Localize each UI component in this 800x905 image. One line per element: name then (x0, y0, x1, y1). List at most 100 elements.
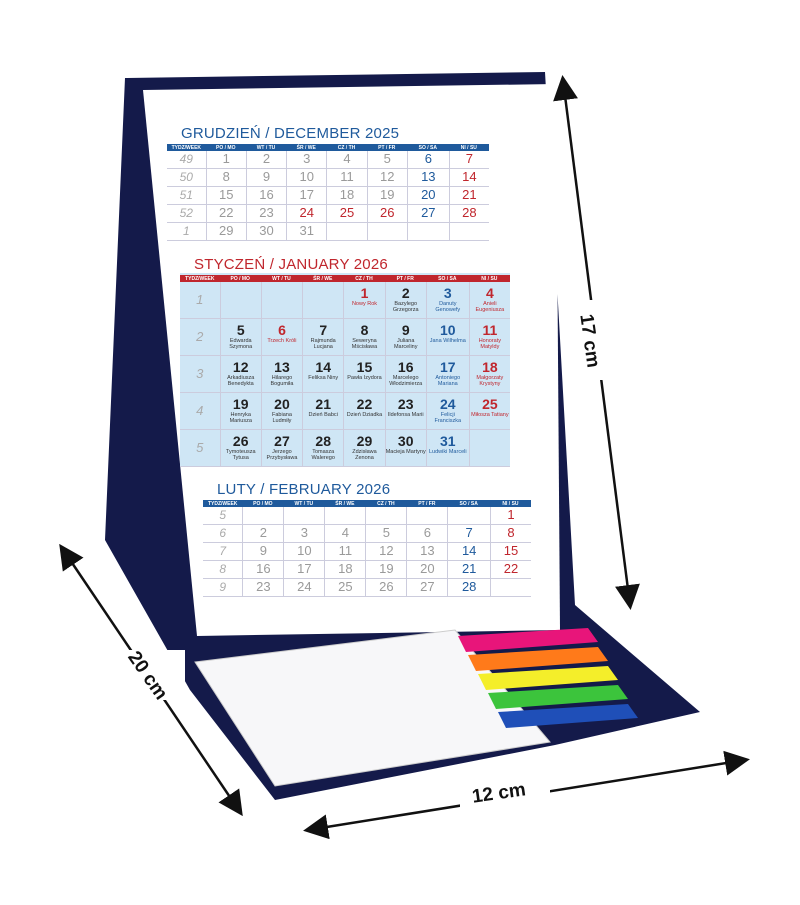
name-day: Hilarego Bogumiła (270, 375, 294, 387)
name-day: Seweryna Mścisława (351, 338, 378, 350)
weekday-label: TYDZ/WEEK (185, 275, 215, 282)
day-number: 17 (299, 187, 314, 202)
day-cell: 29 Zdzisława Zenona (343, 430, 384, 466)
month-2: LUTY / FEBRUARY 2026 TYDZ/WEEK PO / MO WT /… (203, 481, 531, 597)
weekday-header: TYDZ/WEEK PO / MO WT / TU ŚR / WE CZ / TH PT … (203, 500, 531, 507)
day-number: 25 (482, 396, 498, 412)
day-number: 1 (507, 507, 515, 522)
day-cell: 8 (205, 169, 246, 186)
day-cell: 12 (366, 169, 407, 186)
week-row: 5 26 Tymoteusza Tytusa 27 Jerzego Przybysław… (180, 430, 510, 467)
weekday-label: SO / SA (459, 500, 478, 507)
day-cell: 21 (447, 561, 490, 578)
weekday-label: ŚR / WE (313, 275, 333, 282)
day-number: 7 (319, 322, 328, 338)
day-cell (326, 223, 366, 240)
weekday-label: CZ / TH (355, 275, 373, 282)
day-number: 22 (503, 561, 519, 576)
day-cell: 5 (366, 151, 407, 168)
day-number: 6 (423, 525, 431, 540)
day-cell: 25 Miłosza Tatiany (468, 393, 510, 429)
month-title: LUTY / FEBRUARY 2026 (217, 481, 391, 498)
day-number: 3 (303, 151, 311, 166)
month-0: GRUDZIEŃ / DECEMBER 2025 TYDZ/WEEK PO / MO… (167, 125, 489, 241)
day-number: 8 (222, 169, 230, 184)
week-row: 51 15 16 17 18 19 20 21 (167, 187, 489, 205)
sticky-tab (498, 704, 638, 728)
day-cell: 6 (406, 525, 447, 542)
day-number: 8 (507, 525, 515, 540)
day-cell: 30 Macieja Martyny (384, 430, 426, 466)
day-cell (406, 507, 447, 524)
day-cell: 1 Nowy Rok (343, 282, 384, 318)
day-number: 10 (440, 322, 456, 338)
week-number: 7 (219, 544, 227, 558)
day-number: 14 (461, 543, 477, 558)
day-number (470, 430, 510, 433)
day-cell: 2 Bazylego Grzegorza (384, 282, 426, 318)
name-day: Fabiana Ludmiły (272, 412, 292, 424)
name-day: Felicji Franciszka (434, 412, 462, 424)
name-day: Ildefonsa Marii (387, 412, 424, 418)
name-day: Dzień Babci (308, 412, 338, 418)
weekday-label: PO / MO (253, 500, 273, 507)
day-number: 26 (232, 433, 249, 449)
day-number (221, 282, 261, 285)
week-number: 50 (179, 170, 193, 184)
name-day: Arkadiusza Benedykta (227, 375, 255, 387)
day-number: 3 (443, 285, 452, 301)
weekday-label: ŚR / WE (335, 500, 355, 507)
day-cell: 23 Ildefonsa Marii (384, 393, 426, 429)
week-number: 6 (219, 526, 227, 540)
day-number: 5 (383, 151, 391, 166)
week-number: 4 (196, 403, 204, 418)
day-cell: 3 (286, 151, 326, 168)
day-cell: 15 (205, 187, 246, 204)
day-cell: 28 Tomasza Walerego (302, 430, 343, 466)
week-row: 4 19 Henryka Mariusza 20 Fabiana Ludmiły 21 Dz… (180, 393, 510, 430)
day-cell: 14 (448, 169, 489, 186)
day-cell (366, 223, 407, 240)
weekday-header: TYDZ/WEEK PO / MO WT / TU ŚR / WE CZ / TH PT … (180, 275, 510, 282)
day-number: 9 (401, 322, 410, 338)
day-cell: 15 Pawła Izydora (343, 356, 384, 392)
day-cell: 4 (324, 525, 365, 542)
day-number: 4 (485, 285, 494, 301)
day-number: 16 (259, 187, 274, 202)
week-row: 2 5 Edwarda Szymona 6 Trzech Króli 7 Rajmunda … (180, 319, 510, 356)
day-cell: 13 Hilarego Bogumiła (260, 356, 302, 392)
day-cell: 7 Rajmunda Lucjana (302, 319, 343, 355)
day-number: 15 (503, 543, 519, 558)
day-cell: 20 (406, 187, 449, 204)
day-number: 25 (338, 579, 353, 594)
day-number: 13 (421, 169, 436, 184)
day-cell: 17 Antoniego Mariana (425, 356, 469, 392)
day-cell: 19 (365, 561, 406, 578)
day-cell: 16 (242, 561, 283, 578)
weekday-label: WT / TU (256, 144, 276, 151)
day-cell (219, 282, 261, 318)
day-number: 2 (401, 285, 410, 301)
day-number: 30 (259, 223, 274, 238)
name-day: Nowy Rok (351, 301, 377, 307)
day-number: 14 (462, 169, 477, 184)
day-number: 21 (315, 396, 331, 412)
week-number: 5 (219, 508, 227, 522)
day-cell: 2 (245, 151, 286, 168)
day-cell: 23 (245, 205, 286, 222)
day-number: 12 (380, 169, 395, 184)
day-cell: 26 (365, 579, 406, 596)
day-number: 5 (236, 322, 245, 338)
day-number: 1 (360, 285, 369, 301)
day-number: 21 (461, 561, 477, 576)
day-number: 20 (420, 561, 435, 576)
name-day: Anieli Eugeniusza (475, 301, 505, 313)
day-number: 22 (356, 396, 373, 412)
day-number: 19 (380, 187, 395, 202)
day-cell (260, 282, 302, 318)
day-cell: 4 Anieli Eugeniusza (468, 282, 510, 318)
day-cell: 10 (286, 169, 326, 186)
day-cell: 11 Honoraty Matyldy (468, 319, 510, 355)
day-cell: 3 Danuty Genowefy (425, 282, 469, 318)
